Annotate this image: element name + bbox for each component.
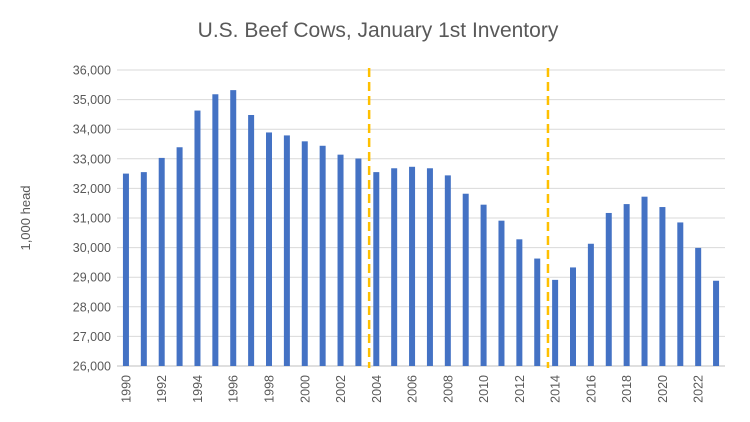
bar-1997 [248, 114, 255, 366]
y-tick-label: 30,000 [73, 241, 111, 255]
y-tick-label: 36,000 [73, 64, 111, 78]
x-tick-label: 2006 [406, 375, 420, 403]
x-tick-label: 2018 [620, 375, 634, 403]
x-tick-label: 2010 [477, 375, 491, 403]
x-tick-label: 2004 [370, 375, 384, 403]
x-tick-label: 1992 [155, 375, 169, 403]
bar-2021 [677, 222, 684, 366]
y-tick-label: 35,000 [73, 93, 111, 107]
bar-2013 [534, 258, 541, 366]
x-tick-label: 2022 [692, 375, 706, 403]
x-tick-label: 2002 [334, 375, 348, 403]
x-tick-label: 2012 [513, 375, 527, 403]
x-tick-label: 1994 [191, 375, 205, 403]
bar-2004 [373, 172, 380, 366]
y-tick-label: 32,000 [73, 182, 111, 196]
bar-2003 [355, 158, 362, 366]
y-tick-label: 31,000 [73, 212, 111, 226]
x-tick-label: 2020 [656, 375, 670, 403]
x-tick-label: 2000 [298, 375, 312, 403]
y-tick-label: 29,000 [73, 271, 111, 285]
bar-2006 [409, 166, 416, 366]
bar-2022 [695, 247, 702, 366]
bar-2000 [301, 141, 308, 366]
bar-2009 [462, 193, 469, 366]
bar-2005 [391, 168, 398, 366]
bar-1996 [230, 90, 237, 367]
chart-title: U.S. Beef Cows, January 1st Inventory [198, 19, 559, 42]
bar-2023 [713, 280, 720, 366]
bar-2015 [570, 267, 576, 366]
x-tick-label: 1998 [263, 375, 277, 403]
y-tick-label: 26,000 [73, 360, 111, 374]
bar-1992 [158, 157, 165, 366]
x-tick-label: 1990 [119, 375, 133, 403]
bar-1990 [122, 173, 129, 366]
y-tick-label: 28,000 [73, 300, 111, 314]
y-tick-label: 33,000 [73, 152, 111, 166]
bar-1999 [283, 135, 290, 366]
bar-1991 [140, 172, 147, 366]
bar-2016 [587, 243, 594, 366]
bar-2008 [444, 175, 451, 366]
bar-2018 [623, 204, 630, 366]
bar-2001 [319, 145, 326, 366]
bar-2019 [641, 196, 648, 366]
bar-2014 [552, 279, 559, 366]
bar-2010 [480, 204, 487, 366]
bar-1994 [194, 110, 201, 366]
bar-2020 [659, 207, 666, 366]
x-tick-label: 2016 [584, 375, 598, 403]
bar-1995 [212, 94, 219, 366]
bar-2017 [605, 212, 612, 366]
bar-1998 [266, 132, 272, 366]
y-tick-label: 34,000 [73, 123, 111, 137]
x-tick-label: 2014 [549, 375, 563, 403]
bar-2012 [516, 239, 523, 366]
bar-2011 [498, 220, 505, 366]
bar-2007 [426, 168, 433, 366]
x-tick-label: 1996 [227, 375, 241, 403]
y-axis-label: 1,000 head [18, 185, 33, 250]
x-tick-label: 2008 [441, 375, 455, 403]
bar-1993 [176, 147, 183, 366]
y-tick-label: 27,000 [73, 330, 111, 344]
bar-2002 [337, 154, 344, 366]
